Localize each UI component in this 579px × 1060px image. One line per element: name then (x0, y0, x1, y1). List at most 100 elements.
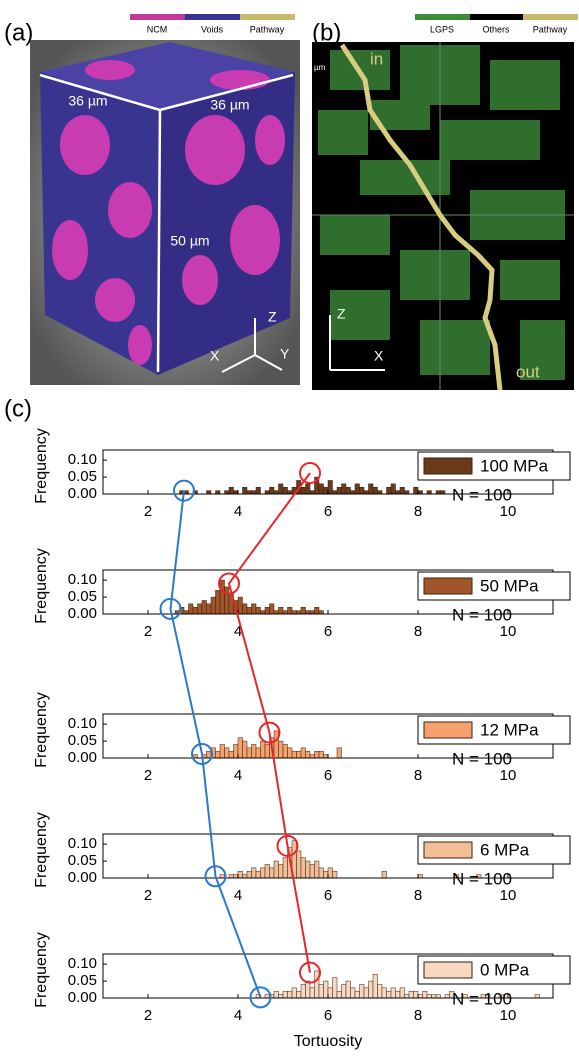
x-tick-label: 4 (234, 1007, 242, 1024)
histogram-bar (274, 491, 279, 494)
histogram-bar (324, 755, 329, 758)
histogram-bar (337, 748, 342, 758)
histogram-bar (306, 981, 311, 998)
legend-swatch (424, 962, 472, 978)
histogram-bar (265, 995, 270, 998)
histogram-bar (432, 995, 437, 998)
histogram-bar (342, 484, 347, 494)
y-axis-label: Frequency (33, 812, 50, 888)
annotation: N = 100 (452, 989, 512, 1008)
legend-label: Pathway (533, 24, 568, 34)
x-tick-label: 4 (234, 767, 242, 784)
histogram-bar (216, 751, 221, 758)
histogram-bar (342, 984, 347, 998)
y-tick-label: 0.10 (68, 835, 97, 852)
histogram-bar (234, 875, 239, 878)
histogram-bar (184, 611, 189, 614)
histogram-bar (265, 744, 270, 758)
outlet-label: out (516, 362, 540, 381)
histogram-bar (391, 988, 396, 998)
histogram-bar (310, 864, 315, 878)
histogram-bar (418, 995, 423, 998)
y-tick-label: 0.05 (68, 588, 97, 605)
histogram-bar (337, 487, 342, 494)
histogram-bar (400, 988, 405, 998)
y-axis-label: Frequency (33, 428, 50, 504)
histogram-bar (396, 991, 401, 998)
x-tick-label: 4 (234, 887, 242, 904)
histogram-bar (297, 991, 302, 998)
histogram-bar (234, 491, 239, 494)
histogram-bar (445, 995, 450, 998)
histogram-bar (283, 991, 288, 998)
legend-swatch (185, 14, 240, 20)
x-tick-label: 6 (324, 503, 332, 520)
dimension-label: 36 µm (68, 93, 107, 109)
histogram-bar (270, 604, 275, 614)
histogram-bar (261, 741, 266, 758)
histogram-bar (288, 991, 293, 998)
histogram-bar (378, 491, 383, 494)
histogram-bar (211, 597, 216, 614)
histogram-bar (256, 487, 261, 494)
histogram-bar (292, 611, 297, 614)
histogram-bar (238, 871, 243, 878)
histogram-bar (261, 868, 266, 878)
histogram-bar (301, 984, 306, 998)
x-tick-label: 6 (324, 1007, 332, 1024)
x-tick-label: 4 (234, 503, 242, 520)
legend-label: 0 MPa (480, 960, 530, 979)
panel-label: (c) (4, 395, 32, 422)
axis-letter: Z (268, 309, 277, 325)
histogram-bar (225, 491, 230, 494)
histogram-bar (441, 491, 446, 494)
axis-letter: Y (280, 346, 290, 362)
histogram-bar (369, 981, 374, 998)
legend-swatch (424, 722, 472, 738)
histogram-bar (337, 991, 342, 998)
histogram-bar (409, 991, 414, 998)
histogram-bar (310, 988, 315, 998)
x-tick-label: 10 (500, 767, 517, 784)
x-tick-label: 6 (324, 767, 332, 784)
histogram-bar (351, 491, 356, 494)
annotation: N = 100 (452, 749, 512, 768)
x-tick-label: 2 (144, 767, 152, 784)
histogram-bar (247, 871, 252, 878)
histogram-bar (238, 738, 243, 758)
histogram-bar (265, 607, 270, 614)
histogram-bar (355, 484, 360, 494)
y-tick-label: 0.05 (68, 852, 97, 869)
histogram-bar (252, 491, 257, 494)
y-tick-label: 0.00 (68, 749, 97, 766)
histogram-bar (306, 611, 311, 614)
y-tick-label: 0.10 (68, 451, 97, 468)
dimension-label: 50 µm (170, 233, 209, 249)
histogram-bar (301, 748, 306, 758)
histogram-bar (207, 491, 212, 494)
histogram-bar (328, 988, 333, 998)
histogram-bar (283, 744, 288, 758)
histogram-bar (378, 984, 383, 998)
histogram-bar (243, 741, 248, 758)
histogram-bar (346, 981, 351, 998)
x-tick-label: 2 (144, 1007, 152, 1024)
histogram-bar (283, 487, 288, 494)
histogram-bar (355, 991, 360, 998)
histogram-bar (292, 751, 297, 758)
x-tick-label: 2 (144, 503, 152, 520)
annotation: N = 100 (452, 869, 512, 888)
legend-swatch (130, 14, 185, 20)
histogram-bar (360, 984, 365, 998)
histogram-bar (256, 871, 261, 878)
x-axis-label: Tortuosity (294, 1033, 362, 1050)
x-tick-label: 8 (414, 887, 422, 904)
x-tick-label: 10 (500, 623, 517, 640)
histogram-bar (319, 984, 324, 998)
histogram-bar (252, 868, 257, 878)
histogram-bar (315, 751, 320, 758)
x-tick-label: 6 (324, 623, 332, 640)
histogram-bar (427, 491, 432, 494)
x-tick-label: 10 (500, 887, 517, 904)
histogram-bar (310, 611, 315, 614)
